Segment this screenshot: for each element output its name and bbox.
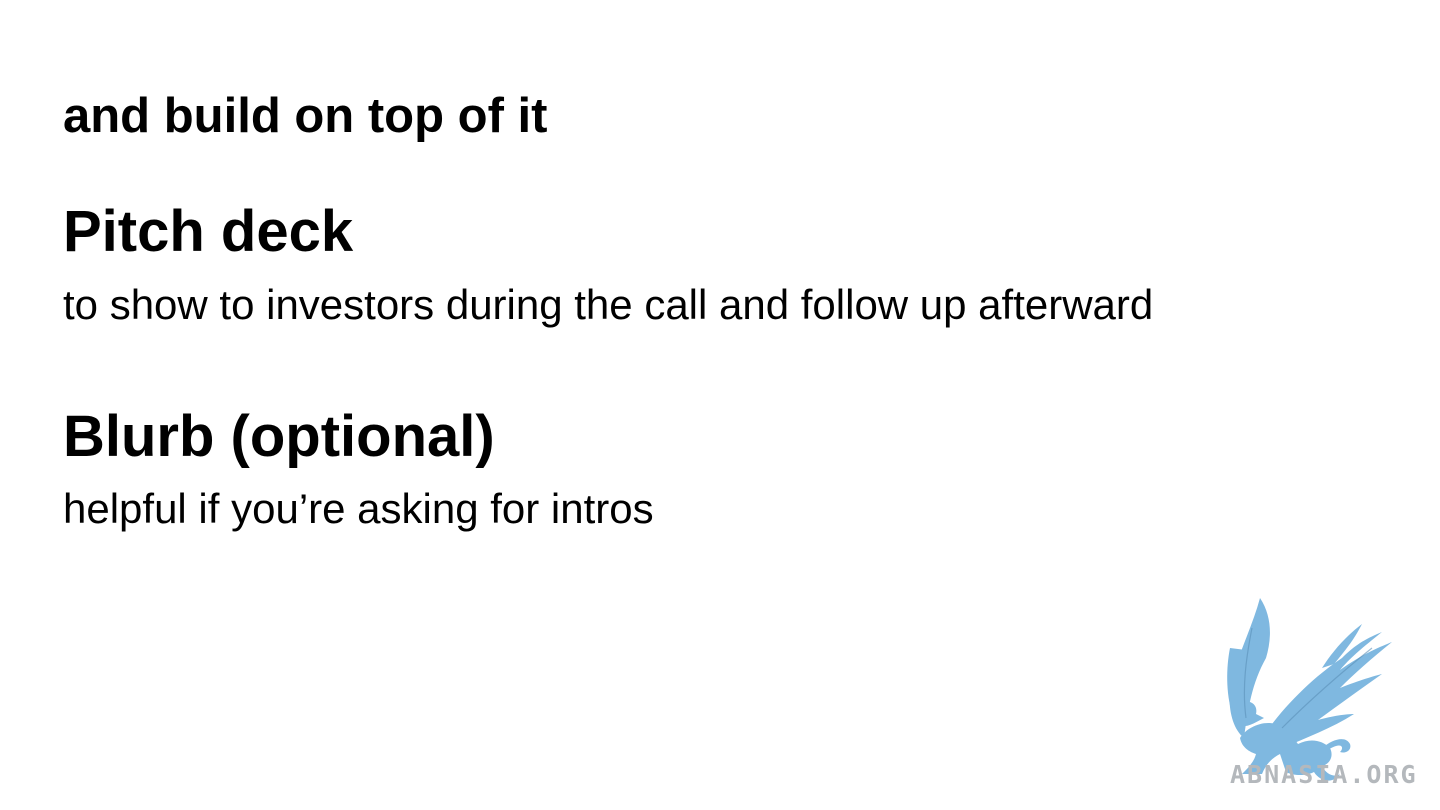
blurb-description: helpful if you’re asking for intros: [63, 485, 654, 532]
pitch-deck-description: to show to investors during the call and…: [63, 281, 1154, 328]
pitch-deck-heading: Pitch deck: [63, 199, 354, 264]
watermark-text: ABNASIA.ORG: [1230, 760, 1418, 789]
griffin-logo-icon: [1222, 588, 1438, 800]
blurb-heading: Blurb (optional): [63, 404, 495, 469]
intro-text: and build on top of it: [63, 89, 548, 143]
